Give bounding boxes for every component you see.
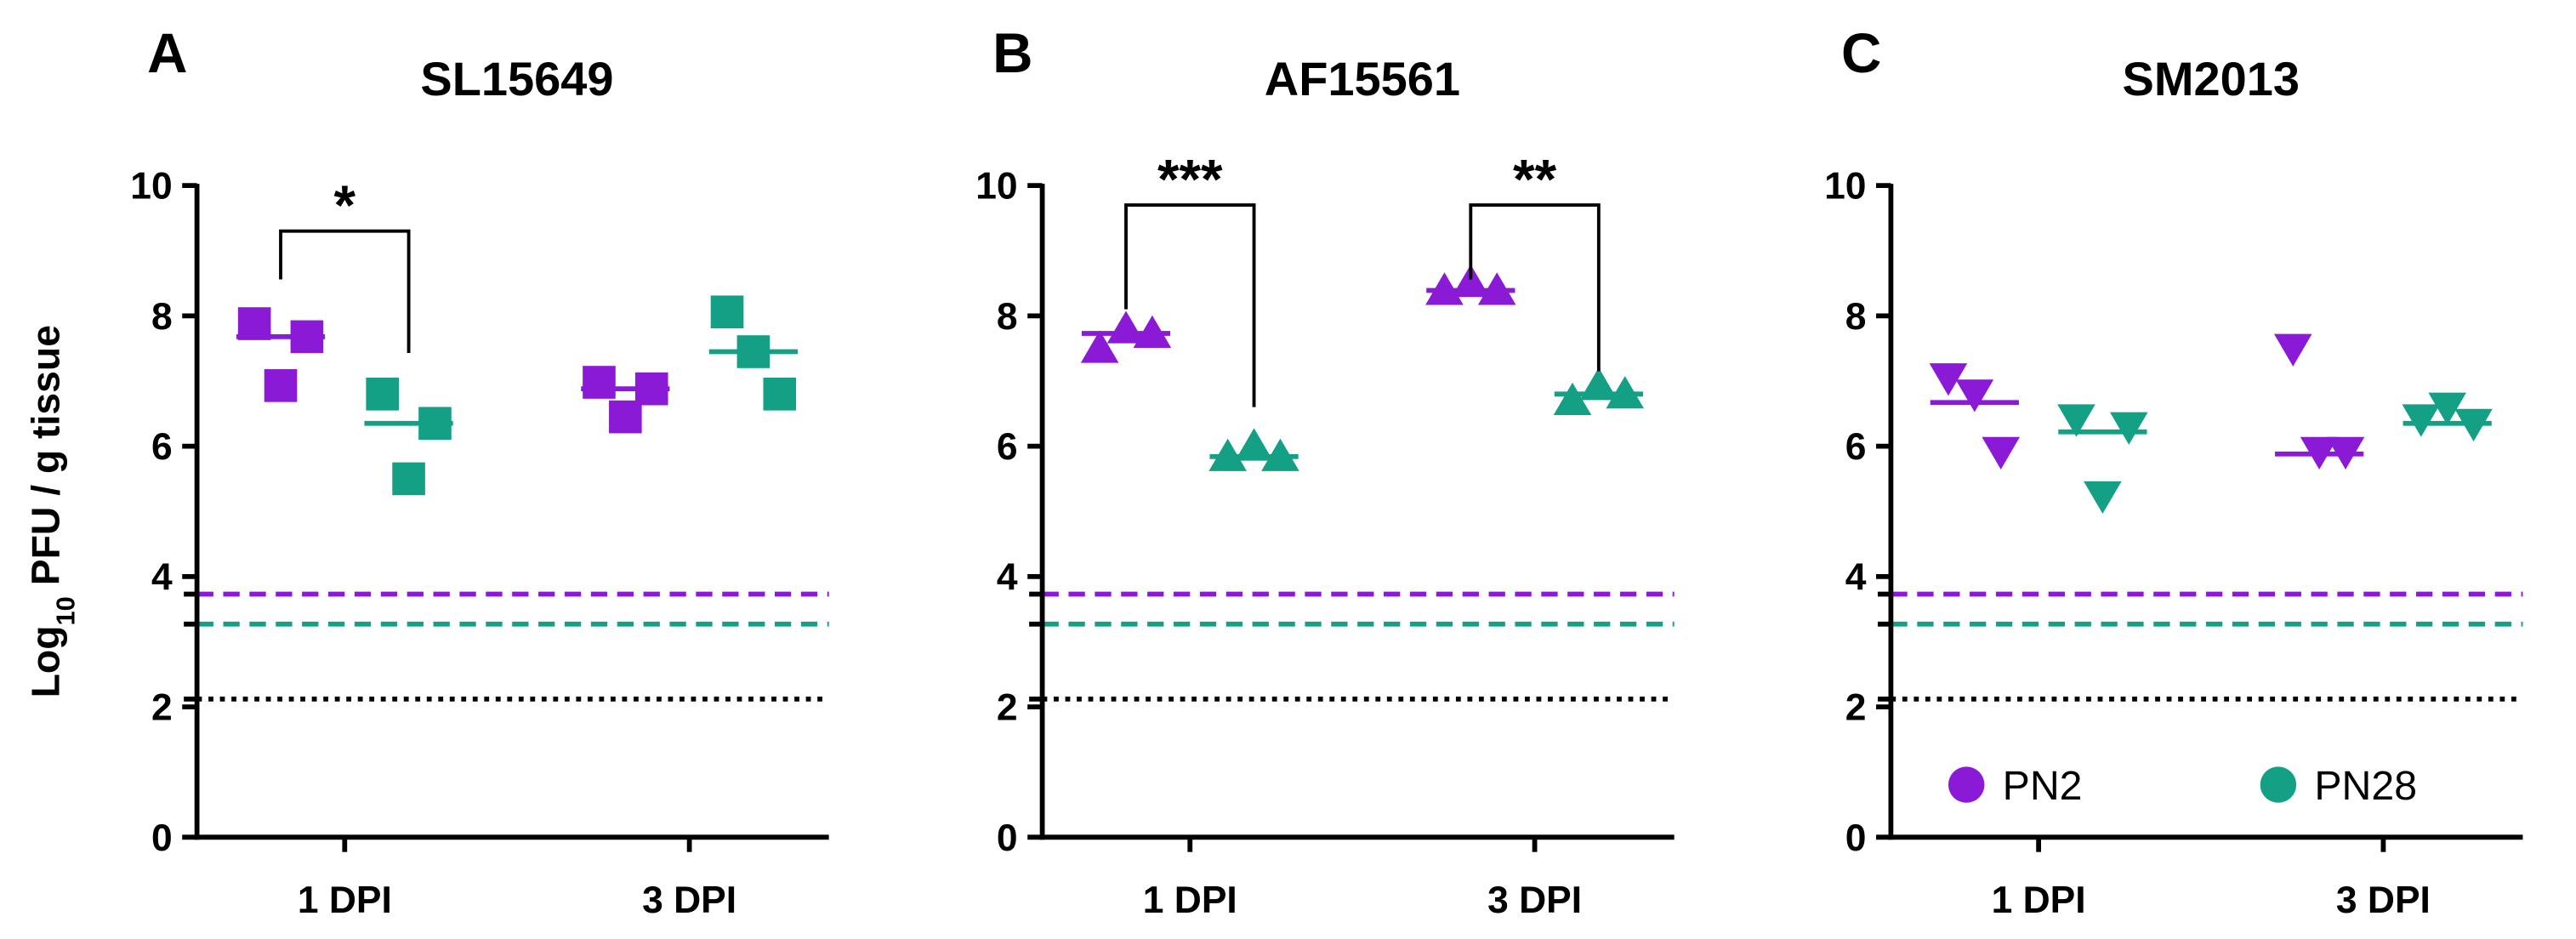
y-tick-label: 0 [997, 817, 1018, 859]
y-axis-label-part: 10 [50, 596, 80, 625]
y-tick-label: 0 [151, 817, 173, 859]
data-point [264, 369, 298, 402]
x-tick-label: 1 DPI [1992, 879, 2086, 921]
y-tick-label: 4 [151, 556, 173, 598]
y-tick-label: 4 [1845, 556, 1867, 598]
y-axis-label: Log10 PFU / g tissue [23, 325, 80, 697]
y-tick-label: 8 [1845, 296, 1867, 338]
panel-letter: A [147, 22, 187, 84]
y-tick-label: 10 [1824, 166, 1866, 208]
panel-title: SL15649 [420, 52, 613, 105]
y-tick-label: 6 [997, 426, 1018, 468]
data-point [2109, 412, 2148, 445]
y-tick-label: 2 [151, 687, 173, 729]
significance-label: * [334, 174, 356, 236]
y-tick-label: 4 [997, 556, 1018, 598]
data-point [1553, 382, 1592, 415]
y-tick-label: 8 [151, 296, 173, 338]
data-point [392, 462, 425, 496]
data-point [1982, 436, 2021, 469]
panel-letter: B [992, 22, 1032, 84]
y-axis-label-part: PFU / g tissue [23, 325, 67, 596]
x-tick-label: 1 DPI [1143, 879, 1237, 921]
data-point [2084, 481, 2122, 515]
x-tick-label: 3 DPI [642, 879, 736, 921]
panel-title: AF15561 [1265, 52, 1460, 105]
panel-letter: C [1841, 22, 1881, 84]
legend-marker [2260, 766, 2297, 803]
data-point [2057, 404, 2095, 437]
y-tick-label: 0 [1845, 817, 1867, 859]
data-point [583, 366, 616, 399]
data-point [1080, 330, 1119, 363]
legend-label: PN2 [2003, 763, 2083, 809]
data-point [1235, 428, 1273, 461]
legend-marker [1948, 766, 1985, 803]
y-axis-label-part: Log [23, 626, 67, 698]
data-point [366, 377, 399, 411]
data-point [2428, 392, 2466, 425]
significance-label: ** [1513, 148, 1557, 210]
significance-bracket [1124, 203, 1256, 407]
data-point [2402, 404, 2441, 437]
significance-bracket [279, 229, 411, 354]
data-point [609, 400, 642, 434]
legend-label: PN28 [2314, 763, 2417, 809]
y-tick-label: 10 [130, 166, 172, 208]
y-tick-label: 10 [975, 166, 1017, 208]
data-point [710, 295, 744, 329]
x-tick-label: 3 DPI [1487, 879, 1582, 921]
y-tick-label: 6 [151, 426, 173, 468]
panel-title: SM2013 [2123, 52, 2300, 105]
significance-label: *** [1157, 148, 1223, 210]
y-tick-label: 2 [997, 687, 1018, 729]
data-point [1929, 363, 1968, 396]
x-tick-label: 3 DPI [2336, 879, 2431, 921]
data-point [1955, 379, 1994, 413]
significance-bracket [1469, 203, 1601, 372]
y-tick-label: 6 [1845, 426, 1867, 468]
data-point [763, 377, 797, 411]
data-point [2273, 333, 2312, 367]
x-tick-label: 1 DPI [298, 879, 392, 921]
y-tick-label: 8 [997, 296, 1018, 338]
y-tick-label: 2 [1845, 687, 1867, 729]
